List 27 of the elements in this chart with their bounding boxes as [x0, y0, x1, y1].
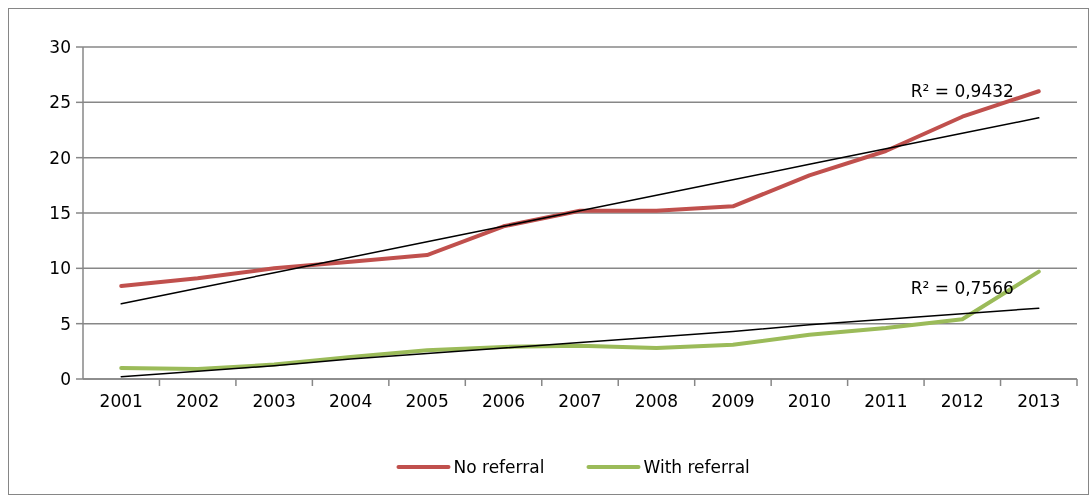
annotation: R² = 0,9432 — [910, 80, 1014, 101]
line-series — [119, 269, 1041, 372]
x-tick-label: 2013 — [1017, 391, 1061, 411]
x-tick-label: 2002 — [176, 391, 220, 411]
y-tick-label: 15 — [49, 202, 71, 223]
line-series — [120, 307, 1040, 378]
x-tick-label: 2011 — [864, 391, 908, 411]
y-tick-label: 0 — [60, 368, 71, 389]
y-tick-label: 5 — [60, 313, 71, 334]
y-tick-label: 20 — [49, 147, 71, 168]
x-tick-label: 2003 — [252, 391, 296, 411]
x-tick-label: 2007 — [558, 391, 602, 411]
x-tick-label: 2009 — [711, 391, 755, 411]
y-tick-label: 25 — [49, 92, 71, 113]
line-series — [120, 117, 1040, 305]
x-tick-label: 2005 — [405, 391, 449, 411]
y-tick-label: 30 — [49, 36, 71, 57]
legend-label: With referral — [643, 456, 750, 477]
legend-label: No referral — [453, 456, 545, 477]
x-tick-label: 2008 — [634, 391, 679, 411]
x-tick-label: 2012 — [940, 391, 984, 411]
annotation: R² = 0,7566 — [910, 277, 1014, 298]
x-tick-label: 2010 — [787, 391, 832, 411]
x-tick-label: 2001 — [99, 391, 143, 411]
y-tick-label: 10 — [49, 258, 71, 279]
x-tick-label: 2004 — [328, 391, 373, 411]
x-tick-label: 2006 — [481, 391, 526, 411]
